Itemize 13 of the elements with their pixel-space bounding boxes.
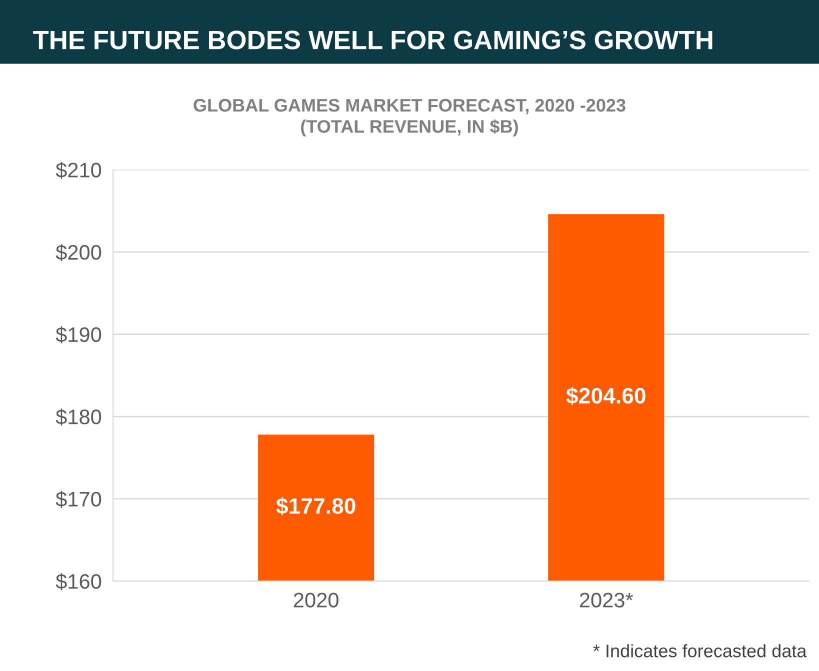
y-tick-label: $180 xyxy=(56,408,102,426)
y-tick-label: $190 xyxy=(56,326,102,344)
text: * Indicates forecasted data xyxy=(593,644,807,658)
x-tick-label: 2020 xyxy=(294,592,338,608)
chart-subtitle: GLOBAL GAMES MARKET FORECAST, 2020 -2023 (TOTAL REVENUE, IN $B) xyxy=(194,98,626,136)
data-label: $177.80 xyxy=(276,497,356,516)
chart-title: THE FUTURE BODES WELL FOR GAMING’S GROWTH xyxy=(33,30,712,50)
x-tick-label: 2023* xyxy=(580,592,634,608)
y-tick-label: $200 xyxy=(56,244,102,262)
data-label: $204.60 xyxy=(566,386,646,406)
y-tick-label: $170 xyxy=(56,490,102,508)
y-tick-label: $210 xyxy=(56,162,102,179)
y-tick-label: $160 xyxy=(56,573,102,590)
